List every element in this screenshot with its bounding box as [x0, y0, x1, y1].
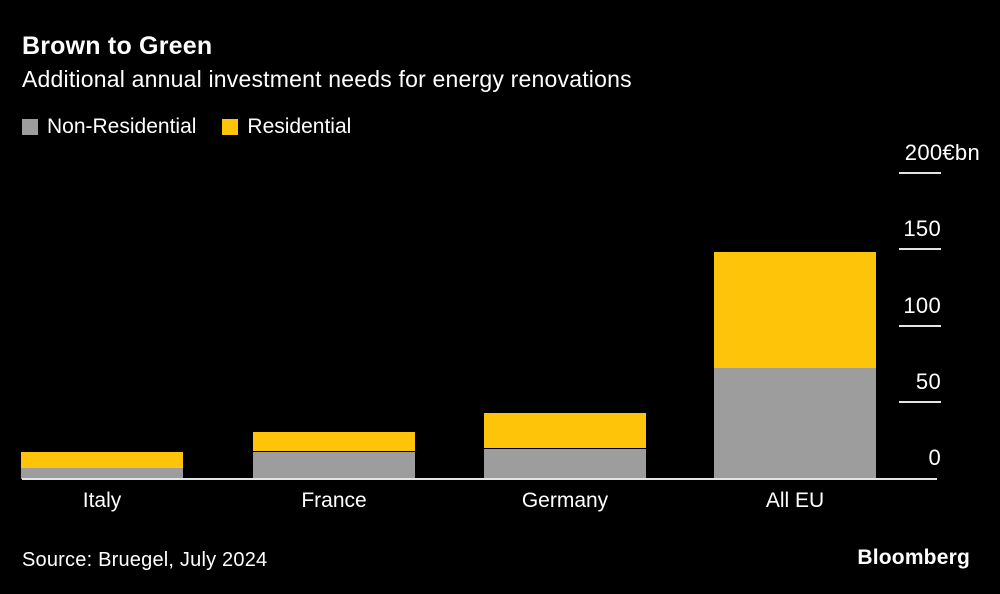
bar-segment-italy-residential — [21, 451, 183, 469]
bloomberg-logo: Bloomberg — [857, 546, 970, 569]
legend-swatch-non-residential — [22, 119, 38, 135]
x-axis-label-italy: Italy — [82, 489, 122, 512]
bar-segment-france-residential — [253, 431, 415, 452]
legend-item-residential: Residential — [222, 115, 351, 139]
legend-item-non-residential: Non-Residential — [22, 115, 196, 139]
y-axis-tick-100 — [899, 324, 941, 327]
bar-segment-all-eu-non-residential — [714, 367, 876, 479]
bar-segment-all-eu-residential — [714, 251, 876, 368]
y-axis-tick-50 — [899, 400, 941, 403]
y-axis-tick-label-100: 100 — [903, 292, 941, 318]
bar-segment-germany-non-residential — [484, 448, 646, 479]
chart-subtitle: Additional annual investment needs for e… — [22, 66, 632, 92]
y-axis-tick-200 — [899, 172, 941, 174]
y-axis-tick-label-50: 50 — [915, 368, 941, 394]
legend-swatch-residential — [222, 119, 239, 135]
x-axis-label-france: France — [301, 489, 367, 512]
bar-segment-italy-non-residential — [21, 468, 183, 479]
y-axis-tick-150 — [899, 248, 941, 251]
y-axis-tick-label-200: 200€bn — [904, 140, 980, 165]
legend: Non-Residential Residential — [22, 115, 351, 139]
source-note: Source: Bruegel, July 2024 — [22, 549, 268, 571]
legend-label-non-residential: Non-Residential — [47, 115, 197, 138]
chart-title: Brown to Green — [22, 32, 213, 60]
x-axis-label-all-eu: All EU — [765, 489, 825, 512]
y-axis-tick-label-0: 0 — [928, 445, 941, 470]
x-axis-line — [22, 478, 937, 480]
y-axis-tick-label-150: 150 — [903, 216, 941, 242]
legend-label-residential: Residential — [247, 115, 352, 138]
x-axis-label-germany: Germany — [521, 489, 609, 512]
bar-segment-france-non-residential — [253, 451, 415, 479]
bar-segment-germany-residential — [484, 413, 646, 449]
